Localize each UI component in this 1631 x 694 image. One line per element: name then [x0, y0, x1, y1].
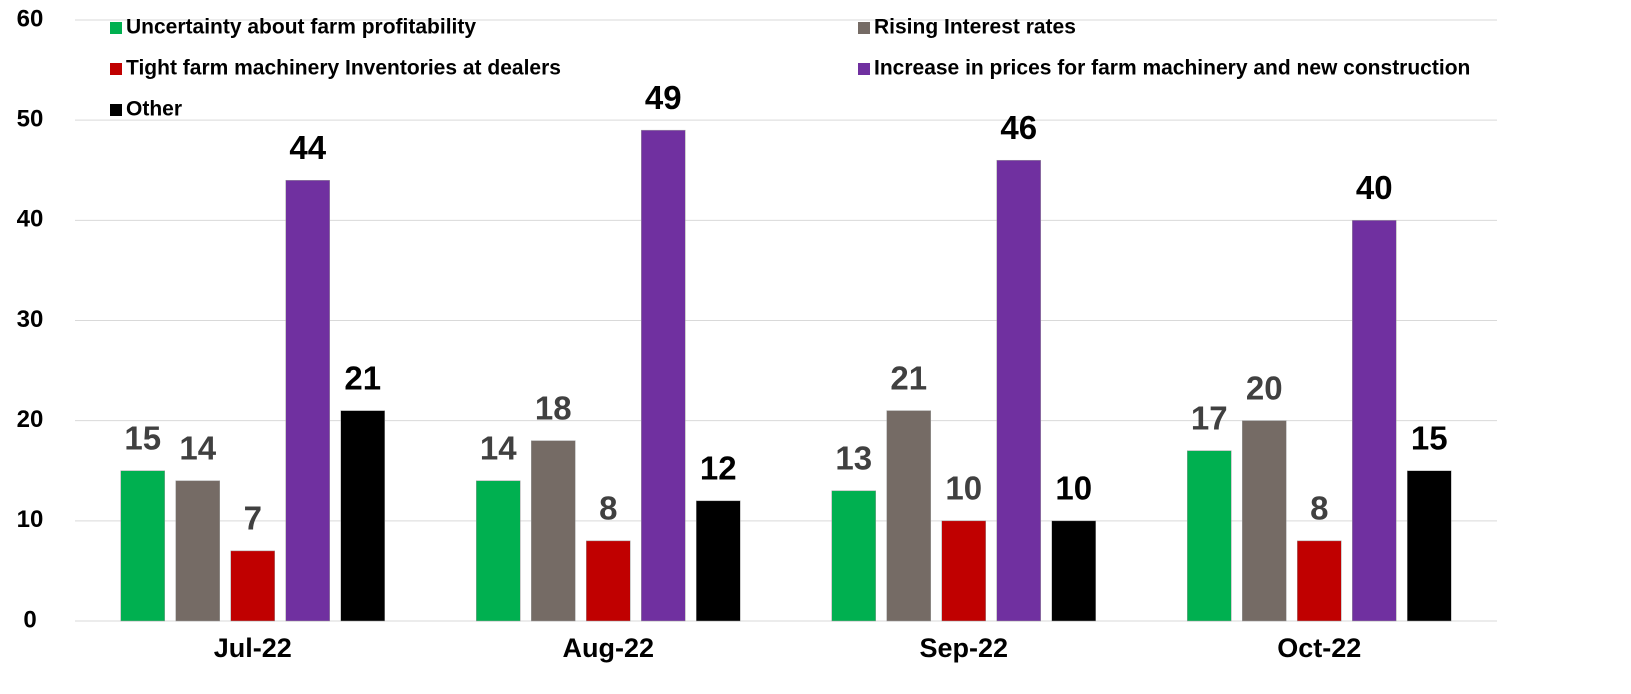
x-tick-label: Aug-22	[562, 633, 654, 663]
y-tick-label: 30	[17, 306, 44, 333]
legend-swatch	[858, 22, 870, 34]
y-tick-label: 0	[23, 606, 36, 633]
y-tick-label: 60	[17, 5, 44, 32]
data-label: 12	[700, 450, 737, 487]
legend-swatch	[110, 104, 122, 116]
bar	[120, 470, 165, 622]
bar	[831, 490, 876, 622]
y-tick-label: 20	[17, 406, 44, 433]
data-label: 14	[179, 429, 216, 466]
bar	[340, 410, 385, 622]
bar	[641, 129, 686, 622]
bar	[1352, 220, 1397, 622]
x-tick-label: Sep-22	[919, 633, 1008, 663]
bar	[1051, 520, 1096, 622]
legend-swatch	[110, 22, 122, 34]
y-tick-label: 10	[17, 506, 44, 533]
data-label: 49	[645, 79, 682, 116]
bar	[230, 550, 275, 622]
legend-swatch	[858, 63, 870, 75]
legend-swatch	[110, 63, 122, 75]
data-label: 44	[289, 129, 326, 166]
legend-label: Uncertainty about farm profitability	[126, 16, 476, 39]
data-label: 10	[945, 470, 982, 507]
legend-label: Rising Interest rates	[874, 16, 1076, 39]
bar	[586, 540, 631, 622]
legend-label: Tight farm machinery Inventories at deal…	[126, 57, 561, 80]
data-label: 8	[1310, 490, 1328, 527]
data-label: 14	[480, 429, 517, 466]
data-label: 10	[1055, 470, 1092, 507]
bar	[531, 440, 576, 622]
legend-label: Increase in prices for farm machinery an…	[874, 57, 1470, 80]
bar	[996, 159, 1041, 622]
data-label: 21	[344, 359, 381, 396]
data-label: 7	[244, 500, 262, 537]
bar	[476, 480, 521, 622]
legend-label: Other	[126, 98, 182, 121]
x-tick-label: Jul-22	[214, 633, 292, 663]
data-label: 8	[599, 490, 617, 527]
data-label: 15	[1411, 419, 1448, 456]
x-tick-label: Oct-22	[1277, 633, 1361, 663]
data-label: 17	[1191, 399, 1228, 436]
bar	[1187, 450, 1232, 622]
bar	[696, 500, 741, 622]
data-label: 40	[1356, 169, 1393, 206]
data-label: 21	[890, 359, 927, 396]
bar	[1407, 470, 1452, 622]
data-label: 15	[124, 419, 161, 456]
data-label: 20	[1246, 369, 1283, 406]
bar	[886, 410, 931, 622]
bar	[175, 480, 220, 622]
bar	[1297, 540, 1342, 622]
bar	[941, 520, 986, 622]
y-tick-label: 40	[17, 206, 44, 233]
bar	[285, 180, 330, 622]
data-label: 18	[535, 389, 572, 426]
bar	[1242, 420, 1287, 622]
data-label: 13	[835, 440, 872, 477]
data-label: 46	[1000, 109, 1037, 146]
y-tick-label: 50	[17, 106, 44, 133]
